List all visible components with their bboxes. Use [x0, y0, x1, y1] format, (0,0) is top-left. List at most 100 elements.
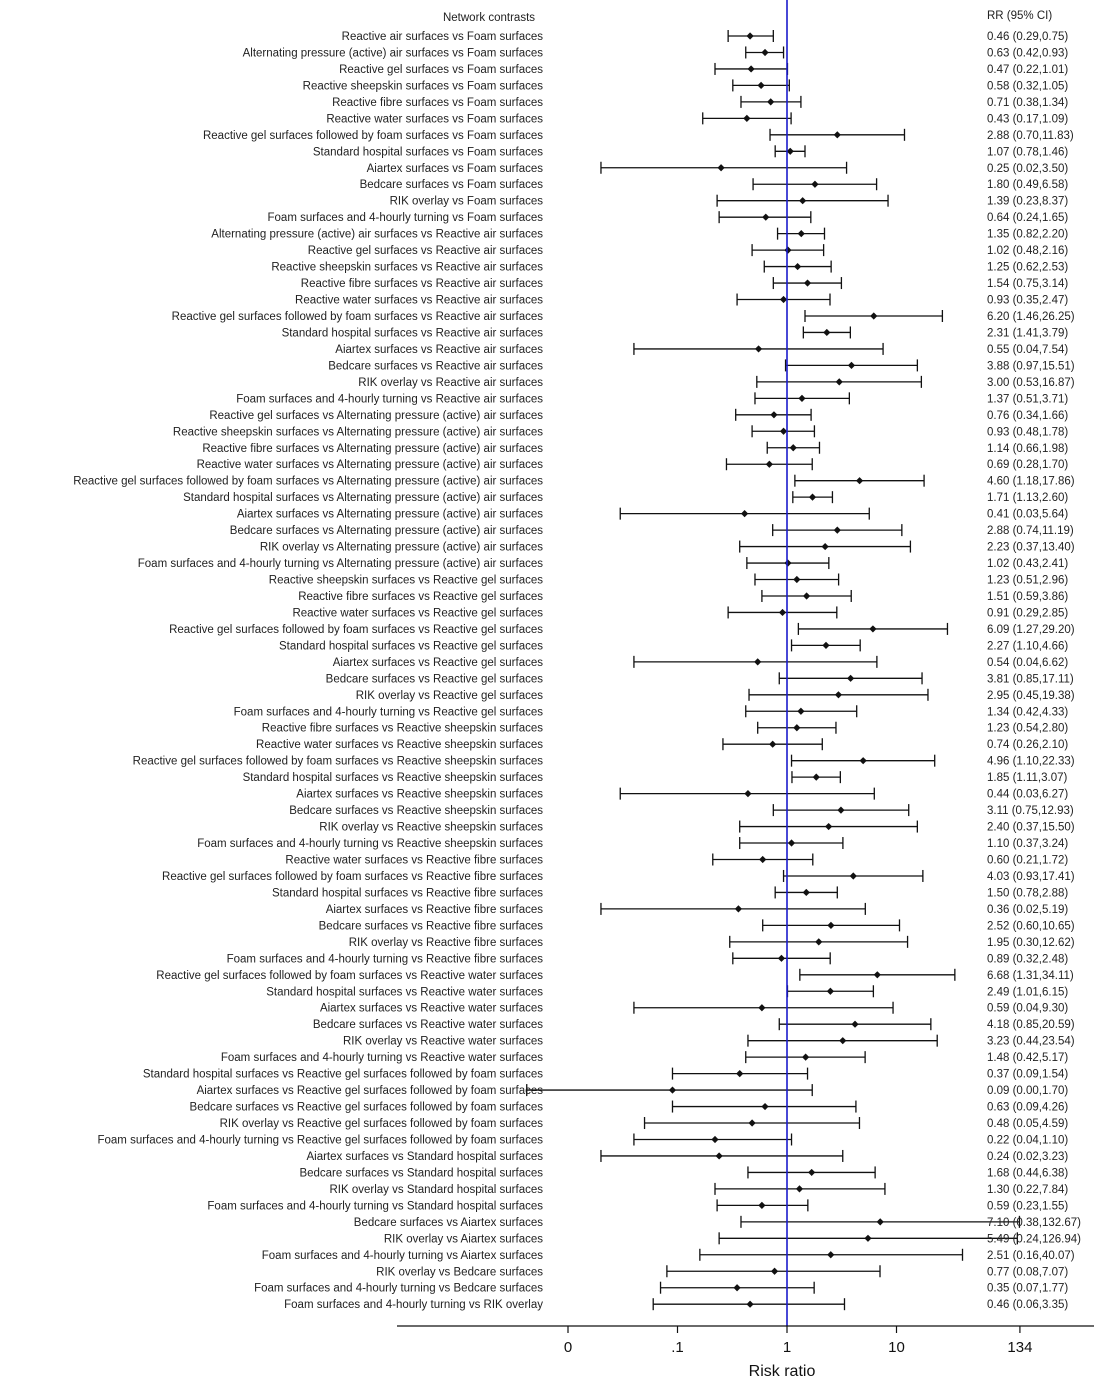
point-estimate-marker — [711, 1135, 719, 1144]
contrast-label: Bedcare surfaces vs Reactive sheepskin s… — [289, 805, 543, 817]
point-estimate-marker — [798, 394, 806, 402]
forest-row: Bedcare surfaces vs Reactive sheepskin s… — [289, 804, 1074, 817]
rr-ci-value: 0.22 (0.04,1.10) — [987, 1134, 1068, 1146]
point-estimate-marker — [833, 526, 841, 534]
point-estimate-marker — [777, 954, 786, 962]
point-estimate-marker — [736, 1070, 744, 1078]
contrast-label: Reactive air surfaces vs Foam surfaces — [342, 31, 544, 43]
forest-row: RIK overlay vs Reactive water surfaces 3.… — [343, 1034, 1075, 1048]
forest-row: Foam surfaces and 4-hourly turning vs Ai… — [262, 1248, 1075, 1262]
x-axis-ticks: 0 .1 1 10 134 — [564, 1326, 1032, 1356]
forest-row: Standard hospital surfaces vs Reactive g… — [279, 639, 1068, 652]
rr-ci-value: 0.55 (0.04,7.54) — [987, 344, 1068, 356]
forest-row: Foam surfaces and 4-hourly turning vs Al… — [138, 557, 1068, 570]
point-estimate-marker — [778, 608, 787, 617]
rr-ci-value: 6.68 (1.31,34.11) — [987, 970, 1074, 982]
point-estimate-marker — [827, 1251, 835, 1259]
x-tick-label: 0 — [564, 1339, 572, 1356]
contrast-label: Reactive sheepskin surfaces vs Reactive … — [271, 262, 543, 274]
forest-row: Standard hospital surfaces vs Reactive a… — [282, 326, 1068, 339]
point-estimate-marker — [799, 197, 807, 205]
rr-ci-value: 1.02 (0.48,2.16) — [987, 245, 1068, 257]
contrast-label: Bedcare surfaces vs Reactive gel surface… — [190, 1102, 544, 1114]
forest-row: RIK overlay vs Standard hospital surface… — [330, 1182, 1068, 1196]
forest-row: Foam surfaces and 4-hourly turning vs Re… — [227, 952, 1068, 965]
contrast-label: Aiartex surfaces vs Reactive sheepskin s… — [296, 789, 543, 801]
forest-row: Reactive water surfaces vs Foam surfaces… — [326, 112, 1068, 125]
contrast-label: RIK overlay vs Bedcare surfaces — [376, 1266, 543, 1278]
contrast-label: Standard hospital surfaces vs Reactive a… — [282, 327, 544, 339]
rr-ci-value: 6.20 (1.46,26.25) — [987, 311, 1075, 323]
x-tick-label: .1 — [671, 1339, 684, 1356]
contrast-label: Foam surfaces and 4-hourly turning vs Re… — [97, 1134, 543, 1146]
point-estimate-marker — [795, 1185, 804, 1193]
contrast-label: Reactive gel surfaces vs Alternating pre… — [209, 410, 543, 422]
rr-ci-value: 2.40 (0.37,15.50) — [987, 822, 1075, 834]
rr-ci-value: 1.48 (0.42,5.17) — [987, 1052, 1068, 1064]
contrast-label: Alternating pressure (active) air surfac… — [211, 229, 543, 241]
rr-ci-value: 2.49 (1.01,6.15) — [987, 986, 1068, 998]
contrast-label: RIK overlay vs Standard hospital surface… — [330, 1184, 544, 1196]
rr-ci-value: 1.30 (0.22,7.84) — [987, 1184, 1068, 1196]
forest-row: Foam surfaces and 4-hourly turning vs St… — [207, 1199, 1068, 1212]
rr-ci-value: 0.64 (0.24,1.65) — [987, 212, 1068, 224]
forest-rows: Reactive air surfaces vs Foam surfaces 0.… — [73, 30, 1081, 1311]
contrast-label: Reactive fibre surfaces vs Reactive air … — [301, 278, 543, 290]
point-estimate-marker — [779, 427, 788, 435]
rr-ci-value: 2.51 (0.16,40.07) — [987, 1250, 1075, 1262]
point-estimate-marker — [767, 98, 775, 106]
point-estimate-marker — [823, 328, 831, 337]
point-estimate-marker — [802, 1053, 810, 1061]
forest-row: Reactive gel surfaces followed by foam s… — [162, 869, 1075, 883]
point-estimate-marker — [808, 1168, 816, 1177]
forest-row: Reactive gel surfaces followed by foam s… — [133, 754, 1075, 768]
forest-row: Reactive water surfaces vs Reactive shee… — [256, 738, 1068, 751]
point-estimate-marker — [835, 378, 843, 386]
x-tick-label: 1 — [783, 1339, 791, 1356]
forest-row: Foam surfaces and 4-hourly turning vs Fo… — [268, 211, 1068, 224]
forest-row: RIK overlay vs Bedcare surfaces 0.77 (0.0… — [376, 1265, 1068, 1278]
rr-ci-value: 0.59 (0.04,9.30) — [987, 1003, 1068, 1015]
contrast-label: RIK overlay vs Reactive gel surfaces fol… — [220, 1118, 544, 1130]
forest-row: Standard hospital surfaces vs Reactive w… — [266, 985, 1068, 998]
point-estimate-marker — [784, 559, 792, 567]
forest-row: Alternating pressure (active) air surfac… — [211, 227, 1068, 241]
contrast-label: Reactive gel surfaces followed by foam s… — [73, 476, 543, 488]
contrast-label: Reactive gel surfaces vs Foam surfaces — [339, 64, 543, 76]
point-estimate-marker — [770, 411, 778, 419]
rr-ci-value: 0.60 (0.21,1.72) — [987, 855, 1068, 867]
forest-row: Aiartex surfaces vs Reactive fibre surfa… — [326, 902, 1068, 916]
rr-ci-value: 1.37 (0.51,3.71) — [987, 393, 1068, 405]
point-estimate-marker — [717, 164, 725, 172]
point-estimate-marker — [743, 114, 751, 122]
rr-ci-value: 2.52 (0.60,10.65) — [987, 920, 1075, 932]
point-estimate-marker — [811, 180, 819, 188]
point-estimate-marker — [826, 987, 834, 995]
forest-row: RIK overlay vs Reactive sheepskin surfac… — [319, 820, 1075, 834]
contrast-label: Foam surfaces and 4-hourly turning vs Re… — [236, 393, 543, 405]
contrast-label: Bedcare surfaces vs Standard hospital su… — [299, 1167, 543, 1179]
rr-ci-value: 1.85 (1.11,3.07) — [987, 772, 1068, 784]
contrast-label: Reactive water surfaces vs Reactive shee… — [256, 739, 543, 751]
point-estimate-marker — [733, 1284, 741, 1292]
forest-row: Standard hospital surfaces vs Foam surfa… — [313, 145, 1068, 158]
point-estimate-marker — [769, 740, 777, 748]
contrast-label: Foam surfaces and 4-hourly turning vs Ai… — [262, 1250, 543, 1262]
rr-ci-value: 2.88 (0.74,11.19) — [987, 525, 1074, 537]
point-estimate-marker — [797, 707, 805, 715]
rr-ci-value: 1.34 (0.42,4.33) — [987, 706, 1068, 718]
point-estimate-marker — [825, 822, 833, 831]
forest-row: Reactive fibre surfaces vs Alternating p… — [202, 441, 1068, 455]
point-estimate-marker — [833, 131, 841, 139]
contrast-label: Foam surfaces and 4-hourly turning vs Re… — [234, 706, 544, 718]
rr-ci-value: 2.31 (1.41,3.79) — [987, 327, 1068, 339]
contrast-label: Reactive water surfaces vs Foam surfaces — [326, 113, 543, 125]
forest-row: Aiartex surfaces vs Reactive gel surface… — [197, 1084, 1068, 1097]
rr-ci-value: 1.07 (0.78,1.46) — [987, 146, 1068, 158]
forest-row: Foam surfaces and 4-hourly turning vs Re… — [197, 837, 1068, 850]
contrast-label: Reactive fibre surfaces vs Reactive gel … — [298, 591, 543, 603]
contrast-label: Reactive water surfaces vs Reactive fibr… — [285, 855, 543, 867]
rr-ci-value: 1.50 (0.78,2.88) — [987, 887, 1068, 899]
forest-row: Foam surfaces and 4-hourly turning vs Re… — [234, 705, 1068, 718]
contrast-label: Reactive sheepskin surfaces vs Alternati… — [173, 426, 543, 438]
